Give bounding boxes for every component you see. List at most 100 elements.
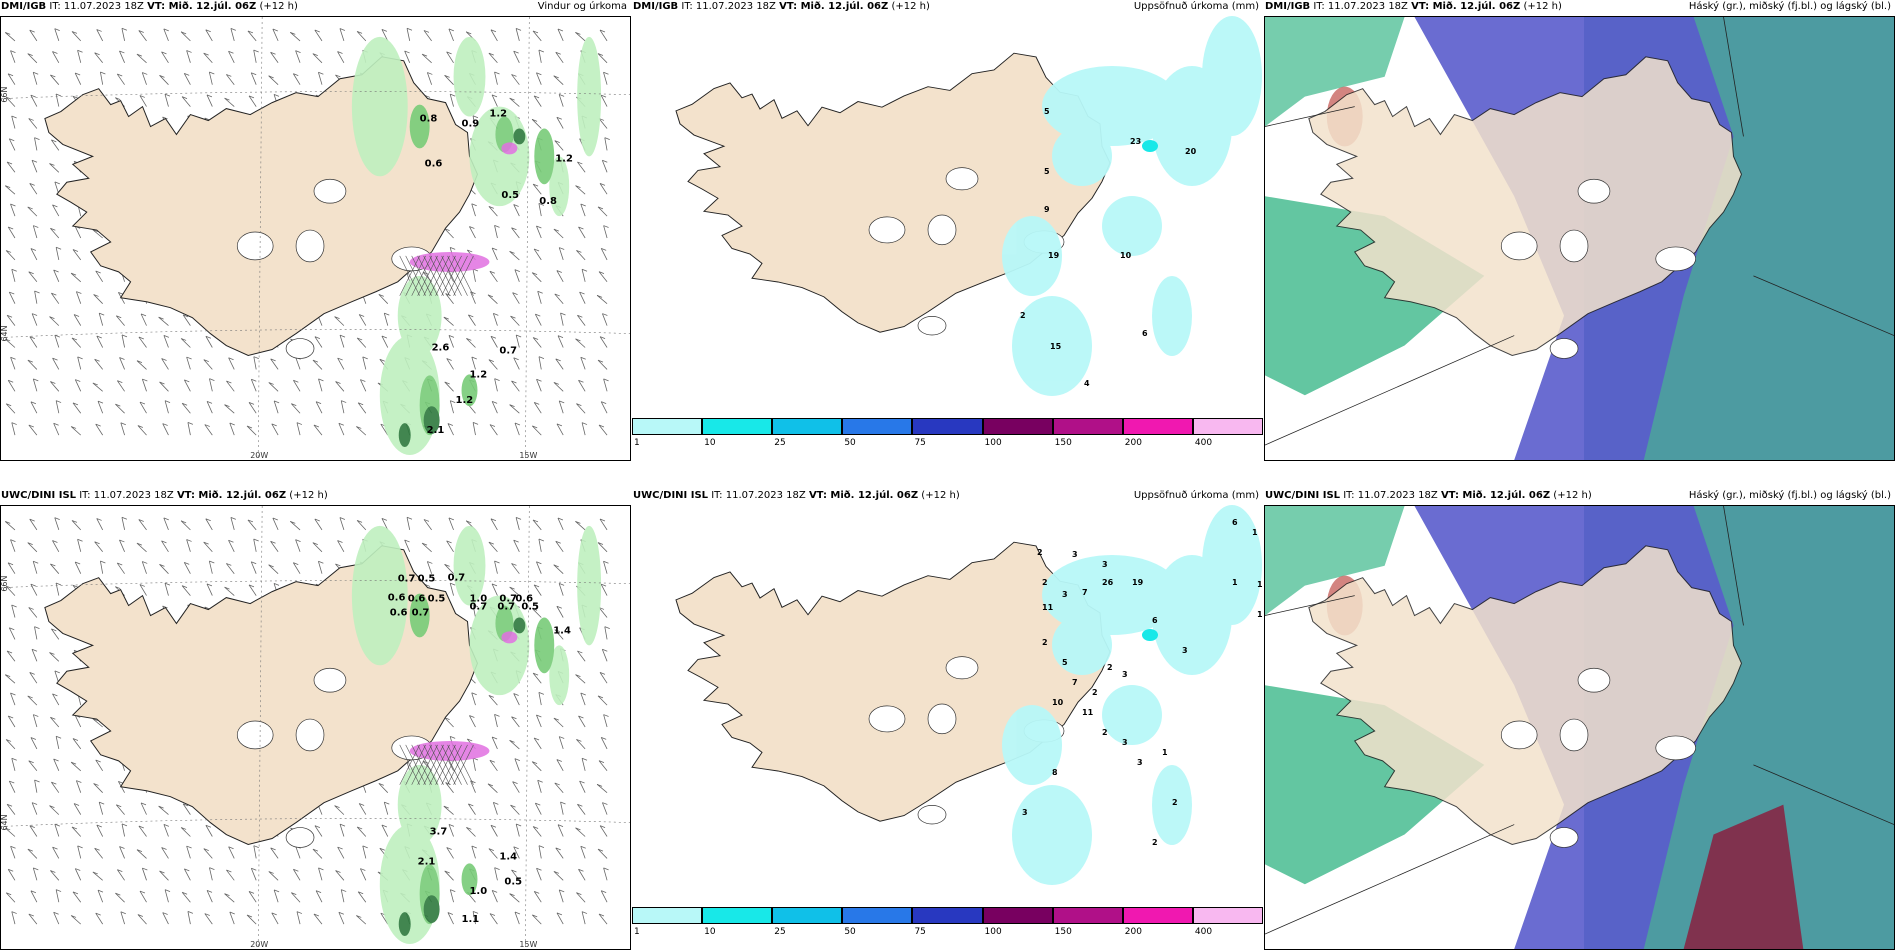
- wind-barb: [598, 424, 608, 436]
- wind-barb: [491, 583, 498, 596]
- wind-barb: [597, 695, 608, 706]
- wind-barb: [74, 72, 82, 85]
- precip-value-label: 1.0: [470, 886, 488, 897]
- wind-barb: [558, 889, 565, 903]
- colorbar-swatch: [772, 418, 843, 435]
- axis-label: 66N: [1, 87, 9, 103]
- wind-barb: [158, 316, 169, 326]
- wind-barb: [164, 582, 171, 596]
- snow-area: [409, 251, 490, 272]
- wind-barb: [92, 382, 103, 392]
- wind-barb: [183, 72, 191, 85]
- wind-barb: [205, 29, 213, 42]
- wind-barb: [293, 379, 301, 392]
- wind-barb: [52, 357, 60, 370]
- wind-barb: [494, 867, 500, 881]
- hatch-line: [405, 255, 426, 296]
- wind-barb: [534, 313, 542, 326]
- wind-barb: [532, 672, 542, 684]
- wind-barb: [314, 29, 323, 42]
- wind-barb: [138, 30, 147, 42]
- glacier: [917, 316, 947, 336]
- wind-barb: [598, 913, 608, 925]
- wind-barb: [554, 293, 564, 304]
- wind-barb: [121, 27, 128, 41]
- precip-area: [398, 423, 411, 448]
- wind-barb: [466, 337, 476, 348]
- accum-field: [1002, 16, 1262, 396]
- wind-barb: [601, 159, 608, 173]
- accum-value-label: 2: [1042, 578, 1048, 587]
- wind-barb: [74, 868, 82, 881]
- wind-barb: [139, 584, 147, 596]
- wind-barb: [599, 671, 608, 684]
- precip-area: [397, 764, 442, 845]
- wind-barb: [273, 889, 280, 903]
- wind-barb: [449, 93, 456, 107]
- wind-barb: [92, 871, 103, 881]
- precip-value-label: 0.7: [412, 608, 430, 619]
- wind-barb: [490, 29, 498, 42]
- wind-barb: [471, 692, 477, 706]
- precip-area: [423, 895, 440, 924]
- precip-area: [534, 128, 555, 185]
- panel-top-left: DMI/IGB IT: 11.07.2023 18Z VT: Mið. 12.j…: [0, 0, 631, 461]
- wind-barb: [270, 847, 279, 859]
- accum-value-label: 5: [1044, 167, 1050, 176]
- wind-barb: [136, 542, 147, 553]
- precip-value-label: 0.8: [539, 196, 557, 207]
- wind-barb: [444, 381, 454, 392]
- wind-barb: [581, 757, 588, 771]
- colorbar-swatch: [1122, 907, 1193, 924]
- precip-area: [577, 525, 602, 646]
- wind-barb: [536, 561, 542, 574]
- wind-barb: [560, 312, 566, 326]
- wind-barb: [553, 228, 564, 239]
- accum-value-label: 1: [1257, 580, 1263, 589]
- map-cloud-cover: [1264, 16, 1895, 461]
- accum-area: [1052, 615, 1112, 675]
- field-title: Vindur og úrkoma: [537, 1, 627, 12]
- wind-barb: [224, 404, 235, 414]
- boundary-line: [1723, 17, 1744, 137]
- wind-barb: [205, 824, 213, 837]
- wind-barb: [203, 359, 213, 370]
- wind-barb: [538, 202, 545, 217]
- wind-barb: [578, 379, 586, 392]
- wind-barb: [162, 912, 169, 925]
- wind-barb: [554, 782, 564, 793]
- valid-time: VT: Mið. 12.júl. 06Z: [808, 490, 919, 501]
- panel-header: DMI/IGB IT: 11.07.2023 18Z VT: Mið. 12.j…: [0, 0, 631, 14]
- accum-area: [1152, 765, 1192, 845]
- axis-label: 66N: [1, 576, 9, 592]
- wind-barb: [225, 74, 235, 85]
- wind-barb: [250, 561, 257, 574]
- wind-barb: [27, 359, 38, 370]
- boundary-line: [1265, 106, 1355, 127]
- map-accumulated-precip: 2 3 3 2 3 7 11 26 19 6 3 2 5 2 3 7 2 10 11 2 3 1 3 8 3 6 1 1 1 1 2 2: [632, 505, 1263, 911]
- accum-value-label: 20: [1185, 147, 1197, 156]
- wind-barb: [599, 182, 608, 195]
- accum-area: [1042, 555, 1182, 635]
- panel-header: DMI/IGB IT: 11.07.2023 18Z VT: Mið. 12.j…: [632, 0, 1263, 14]
- precip-area: [351, 525, 408, 666]
- wind-barb: [55, 735, 62, 749]
- colorbar-tick-label: 50: [844, 438, 856, 448]
- wind-barb: [49, 805, 60, 815]
- graticule: [1, 506, 630, 949]
- precip-value-label: 0.5: [418, 574, 436, 585]
- wind-barb: [560, 801, 566, 815]
- wind-barb: [29, 29, 38, 42]
- init-time: IT: 11.07.2023 18Z: [1343, 490, 1438, 501]
- wind-barb: [50, 716, 60, 728]
- wind-barb: [97, 400, 104, 414]
- wind-barb: [381, 517, 389, 531]
- wind-barb: [99, 560, 106, 574]
- colorbar-swatch: [702, 418, 773, 435]
- cloud-patch: [1683, 804, 1804, 949]
- colorbar-tick-label: 25: [774, 927, 786, 937]
- wind-barb: [356, 826, 367, 837]
- wind-barb: [444, 870, 454, 881]
- wind-barb: [603, 714, 609, 728]
- wind-barb: [340, 889, 347, 903]
